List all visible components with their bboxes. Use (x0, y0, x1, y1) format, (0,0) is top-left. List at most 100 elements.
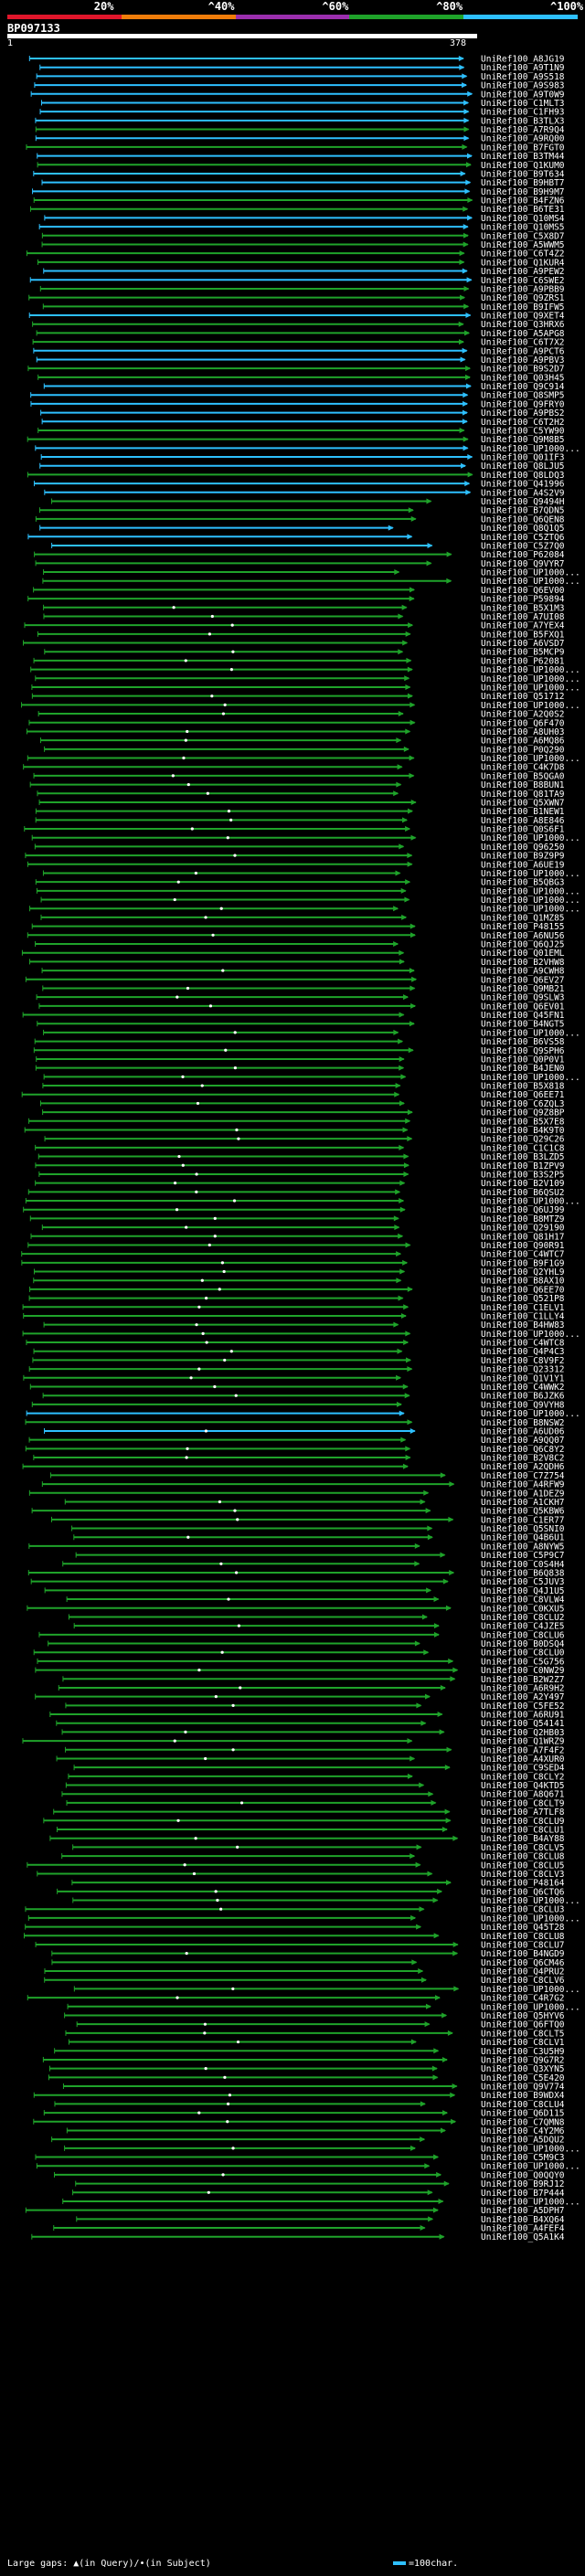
hit-label[interactable]: UniRef100_Q54141 (481, 1719, 565, 1729)
hit-label[interactable]: UniRef100_A8E846 (481, 816, 565, 826)
hit-label[interactable]: UniRef100_C4K7D8 (481, 763, 565, 773)
hit-label[interactable]: UniRef100_C8CLT9 (481, 1798, 565, 1808)
hit-label[interactable]: UniRef100_B9Z9P9 (481, 852, 565, 862)
hit-label[interactable]: UniRef100_UP1000... (481, 886, 580, 896)
hit-label[interactable]: UniRef100_A9S518 (481, 72, 565, 82)
hit-label[interactable]: UniRef100_C4Y2M6 (481, 2126, 565, 2136)
hit-label[interactable]: UniRef100_B2VHW8 (481, 958, 565, 968)
hit-label[interactable]: UniRef100_UP1000... (481, 701, 580, 711)
hit-label[interactable]: UniRef100_C5JUV3 (481, 1577, 565, 1587)
hit-label[interactable]: UniRef100_A9QQ07 (481, 1436, 565, 1446)
hit-label[interactable]: UniRef100_C8CLU5 (481, 1860, 565, 1871)
hit-label[interactable]: UniRef100_Q6CM46 (481, 1958, 565, 1968)
hit-label[interactable]: UniRef100_UP1000... (481, 2002, 580, 2012)
hit-label[interactable]: UniRef100_Q45T28 (481, 1923, 565, 1933)
hit-label[interactable]: UniRef100_Q6QEN8 (481, 514, 565, 525)
hit-label[interactable]: UniRef100_Q41996 (481, 480, 565, 490)
hit-label[interactable]: UniRef100_Q9XET4 (481, 312, 565, 322)
hit-label[interactable]: UniRef100_B7QDN5 (481, 506, 565, 516)
hit-label[interactable]: UniRef100_C3U5H9 (481, 2047, 565, 2057)
hit-label[interactable]: UniRef100_B2V109 (481, 1179, 565, 1189)
hit-label[interactable]: UniRef100_UP1000... (481, 1073, 580, 1083)
hit-label[interactable]: UniRef100_A6RU91 (481, 1711, 565, 1721)
hit-label[interactable]: UniRef100_P48155 (481, 922, 565, 932)
hit-label[interactable]: UniRef100_A4S2V9 (481, 488, 565, 498)
hit-label[interactable]: UniRef100_Q81H17 (481, 1232, 565, 1242)
hit-label[interactable]: UniRef100_A9RQ00 (481, 134, 565, 144)
hit-label[interactable]: UniRef100_C5G756 (481, 1657, 565, 1667)
hit-label[interactable]: UniRef100_Q23312 (481, 1365, 565, 1375)
hit-label[interactable]: UniRef100_B9T634 (481, 169, 565, 179)
hit-label[interactable]: UniRef100_C1ER77 (481, 1515, 565, 1525)
hit-label[interactable]: UniRef100_B6Q838 (481, 1568, 565, 1578)
hit-label[interactable]: UniRef100_C8CLU2 (481, 1613, 565, 1623)
hit-label[interactable]: UniRef100_A8JG19 (481, 55, 565, 65)
hit-label[interactable]: UniRef100_UP1000... (481, 683, 580, 693)
hit-label[interactable]: UniRef100_B5X7E8 (481, 1117, 565, 1127)
hit-label[interactable]: UniRef100_P0Q290 (481, 745, 565, 755)
hit-label[interactable]: UniRef100_C8CLU9 (481, 1817, 565, 1827)
hit-label[interactable]: UniRef100_A8UH03 (481, 727, 565, 737)
hit-label[interactable]: UniRef100_UP1000... (481, 577, 580, 587)
hit-label[interactable]: UniRef100_A9PBB9 (481, 284, 565, 294)
hit-label[interactable]: UniRef100_Q521P8 (481, 1294, 565, 1304)
hit-label[interactable]: UniRef100_C0NW29 (481, 1666, 565, 1676)
hit-label[interactable]: UniRef100_Q2YHL9 (481, 1267, 565, 1277)
hit-label[interactable]: UniRef100_C8V9F2 (481, 1356, 565, 1366)
hit-label[interactable]: UniRef100_UP1000... (481, 1409, 580, 1419)
hit-label[interactable]: UniRef100_Q4B6U1 (481, 1533, 565, 1543)
hit-label[interactable]: UniRef100_Q6EV00 (481, 586, 565, 596)
hit-label[interactable]: UniRef100_P62081 (481, 656, 565, 666)
hit-label[interactable]: UniRef100_Q9C914 (481, 382, 565, 392)
hit-label[interactable]: UniRef100_UP1000... (481, 905, 580, 915)
hit-label[interactable]: UniRef100_B3TM44 (481, 152, 565, 162)
hit-label[interactable]: UniRef100_B4K9T0 (481, 1126, 565, 1136)
hit-label[interactable]: UniRef100_Q4PRU2 (481, 1967, 565, 1977)
hit-label[interactable]: UniRef100_Q01EML (481, 949, 565, 959)
hit-label[interactable]: UniRef100_Q1KUM0 (481, 161, 565, 171)
hit-label[interactable]: UniRef100_A8Q671 (481, 1790, 565, 1800)
hit-label[interactable]: UniRef100_B5FXQ1 (481, 630, 565, 640)
hit-label[interactable]: UniRef100_Q9SLW3 (481, 993, 565, 1003)
hit-label[interactable]: UniRef100_A5DQU2 (481, 2136, 565, 2146)
hit-label[interactable]: UniRef100_Q4P4C3 (481, 1347, 565, 1357)
hit-label[interactable]: UniRef100_Q1WRZ9 (481, 1737, 565, 1747)
hit-label[interactable]: UniRef100_C6T7X2 (481, 338, 565, 348)
hit-label[interactable]: UniRef100_A7F4F2 (481, 1745, 565, 1755)
hit-label[interactable]: UniRef100_Q5KBW6 (481, 1507, 565, 1517)
hit-label[interactable]: UniRef100_Q0P0V1 (481, 1055, 565, 1065)
hit-label[interactable]: UniRef100_Q8LJU5 (481, 461, 565, 472)
hit-label[interactable]: UniRef100_B4JEN0 (481, 1064, 565, 1074)
hit-label[interactable]: UniRef100_B0DSQ4 (481, 1639, 565, 1649)
hit-label[interactable]: UniRef100_A6VSD7 (481, 639, 565, 649)
hit-label[interactable]: UniRef100_C7Z754 (481, 1471, 565, 1481)
hit-label[interactable]: UniRef100_Q9ZRS1 (481, 293, 565, 303)
hit-label[interactable]: UniRef100_UP1000... (481, 444, 580, 454)
hit-label[interactable]: UniRef100_Q29C26 (481, 1135, 565, 1145)
hit-label[interactable]: UniRef100_Q01IF3 (481, 453, 565, 463)
hit-label[interactable]: UniRef100_Q9SPH6 (481, 1046, 565, 1056)
hit-label[interactable]: UniRef100_A2Q0S2 (481, 710, 565, 720)
hit-label[interactable]: UniRef100_UP1000... (481, 2197, 580, 2207)
hit-label[interactable]: UniRef100_C8CLU1 (481, 1826, 565, 1836)
hit-label[interactable]: UniRef100_Q6F470 (481, 718, 565, 728)
hit-label[interactable]: UniRef100_C8CLU6 (481, 1630, 565, 1640)
hit-label[interactable]: UniRef100_B5QBG3 (481, 878, 565, 888)
hit-label[interactable]: UniRef100_Q8LDQ3 (481, 471, 565, 481)
hit-label[interactable]: UniRef100_B4NGT5 (481, 1020, 565, 1030)
hit-label[interactable]: UniRef100_UP1000... (481, 1330, 580, 1340)
hit-label[interactable]: UniRef100_Q6EE70 (481, 1285, 565, 1295)
hit-label[interactable]: UniRef100_A5APG8 (481, 329, 565, 339)
hit-label[interactable]: UniRef100_Q9V774 (481, 2083, 565, 2093)
hit-label[interactable]: UniRef100_B6QSU2 (481, 1188, 565, 1198)
hit-label[interactable]: UniRef100_Q9M8B5 (481, 435, 565, 445)
hit-label[interactable]: UniRef100_C1MLT3 (481, 99, 565, 109)
hit-label[interactable]: UniRef100_B9WDX4 (481, 2091, 565, 2101)
hit-label[interactable]: UniRef100_Q10MS5 (481, 223, 565, 233)
hit-label[interactable]: UniRef100_B6VS58 (481, 1037, 565, 1047)
hit-label[interactable]: UniRef100_A7UI08 (481, 612, 565, 622)
hit-label[interactable]: UniRef100_A9PBS2 (481, 408, 565, 419)
hit-label[interactable]: UniRef100_Q29190 (481, 1224, 565, 1234)
hit-label[interactable]: UniRef100_C4R7G2 (481, 1994, 565, 2004)
hit-label[interactable]: UniRef100_C5X8D7 (481, 231, 565, 241)
